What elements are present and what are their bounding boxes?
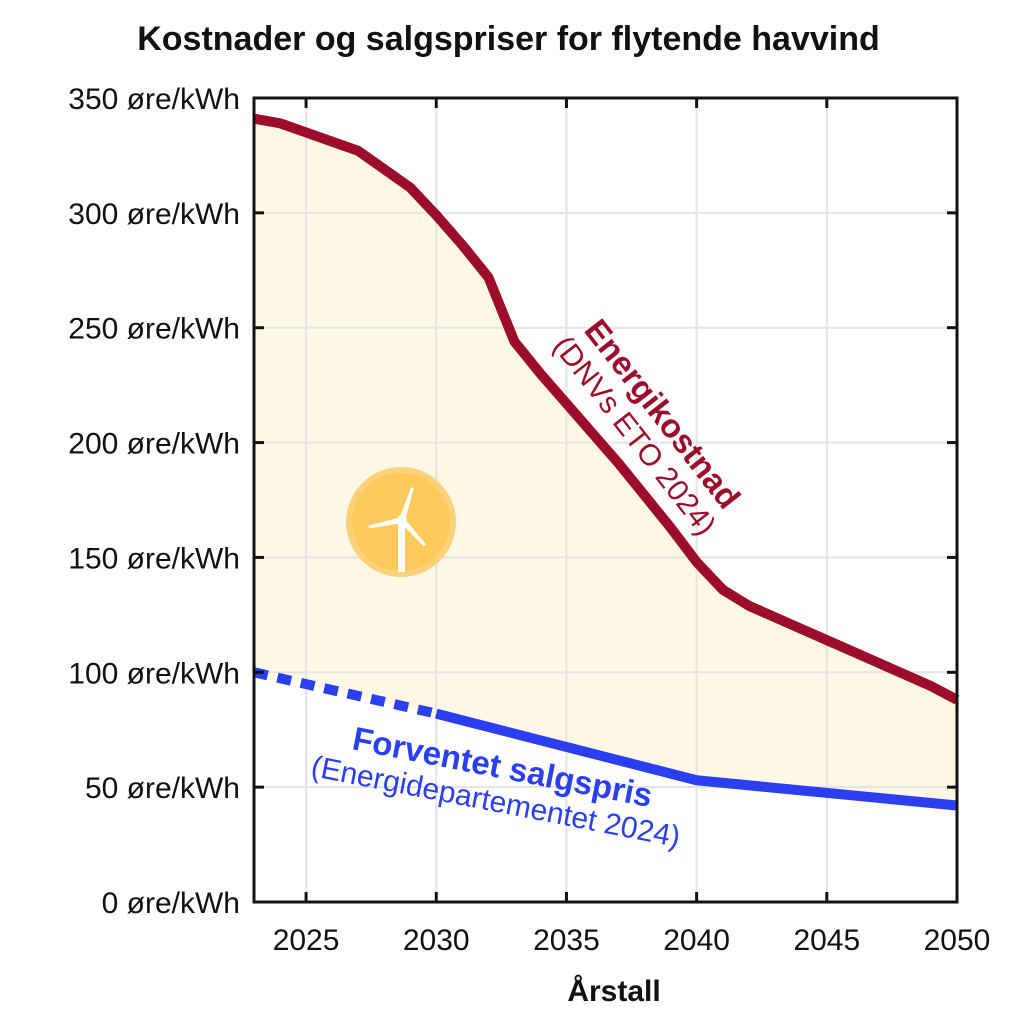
x-tick-label-4: 2045 xyxy=(793,924,860,957)
x-tick-label-5: 2050 xyxy=(924,924,991,957)
fill-between-area xyxy=(254,118,957,806)
series-line-salgspris-dashed xyxy=(252,667,438,719)
plot-frame xyxy=(252,96,959,904)
y-tick-label-6: 300 øre/kWh xyxy=(68,198,240,231)
chart-title: Kostnader og salgspriser for flytende ha… xyxy=(137,20,880,58)
series-line-energikostnad xyxy=(253,113,960,705)
y-tick-label-3: 150 øre/kWh xyxy=(68,542,240,575)
x-axis: 2025 2030 2035 2040 2045 2050 xyxy=(273,924,991,957)
y-tick-label-1: 50 øre/kWh xyxy=(85,772,240,805)
y-tick-label-4: 200 øre/kWh xyxy=(68,428,240,461)
x-tick-label-0: 2025 xyxy=(273,924,340,957)
series-line-salgspris xyxy=(435,708,958,811)
x-tick-label-2: 2035 xyxy=(533,924,600,957)
y-tick-label-0: 0 øre/kWh xyxy=(102,887,240,920)
x-tick-label-3: 2040 xyxy=(663,924,730,957)
axis-ticks xyxy=(254,96,959,904)
series-lines xyxy=(252,113,960,811)
y-tick-label-2: 100 øre/kWh xyxy=(68,657,240,690)
wind-turbine-icon xyxy=(346,467,456,577)
y-axis: 0 øre/kWh 50 øre/kWh 100 øre/kWh 150 øre/kW… xyxy=(68,83,240,920)
x-tick-label-1: 2030 xyxy=(403,924,470,957)
x-axis-label: Årstall xyxy=(567,975,660,1008)
y-tick-label-5: 250 øre/kWh xyxy=(68,313,240,346)
y-tick-label-7: 350 øre/kWh xyxy=(68,83,240,116)
